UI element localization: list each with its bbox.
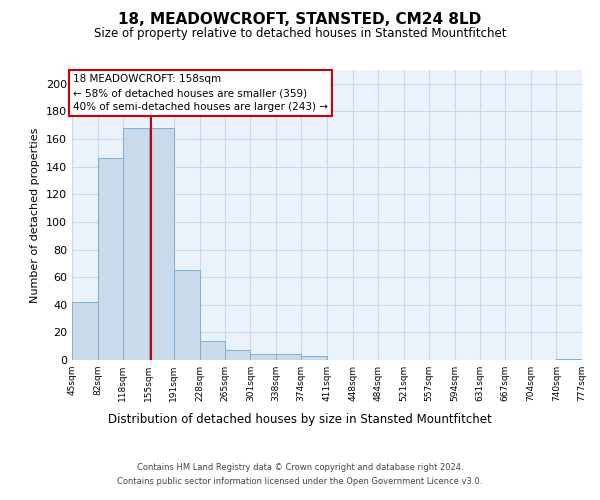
Bar bbox=[98, 158, 123, 360]
Text: Contains public sector information licensed under the Open Government Licence v3: Contains public sector information licen… bbox=[118, 478, 482, 486]
Y-axis label: Number of detached properties: Number of detached properties bbox=[31, 128, 40, 302]
Bar bbox=[225, 350, 250, 360]
Text: Size of property relative to detached houses in Stansted Mountfitchet: Size of property relative to detached ho… bbox=[94, 28, 506, 40]
Bar bbox=[556, 358, 582, 360]
Text: 18, MEADOWCROFT, STANSTED, CM24 8LD: 18, MEADOWCROFT, STANSTED, CM24 8LD bbox=[118, 12, 482, 28]
Bar bbox=[123, 128, 149, 360]
Bar bbox=[149, 128, 174, 360]
Text: 18 MEADOWCROFT: 158sqm
← 58% of detached houses are smaller (359)
40% of semi-de: 18 MEADOWCROFT: 158sqm ← 58% of detached… bbox=[73, 74, 328, 112]
Bar bbox=[174, 270, 199, 360]
Bar bbox=[276, 354, 301, 360]
Bar bbox=[72, 302, 98, 360]
Bar bbox=[301, 356, 327, 360]
Bar bbox=[199, 340, 225, 360]
Text: Distribution of detached houses by size in Stansted Mountfitchet: Distribution of detached houses by size … bbox=[108, 412, 492, 426]
Bar bbox=[250, 354, 276, 360]
Text: Contains HM Land Registry data © Crown copyright and database right 2024.: Contains HM Land Registry data © Crown c… bbox=[137, 462, 463, 471]
